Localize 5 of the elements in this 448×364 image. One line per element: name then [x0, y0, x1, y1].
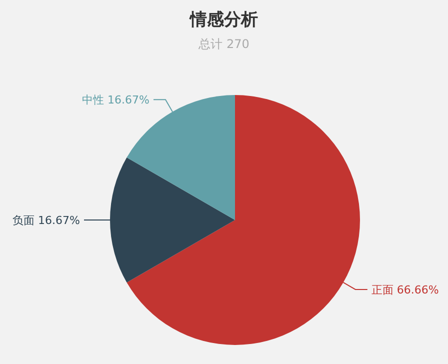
- slice-label: 中性 16.67%: [82, 94, 150, 107]
- chart-subtitle: 总计 270: [198, 36, 250, 53]
- slice-label: 负面 16.67%: [12, 214, 80, 228]
- chart-title: 情感分析: [188, 9, 259, 31]
- slice-label: 正面 66.66%: [371, 283, 439, 296]
